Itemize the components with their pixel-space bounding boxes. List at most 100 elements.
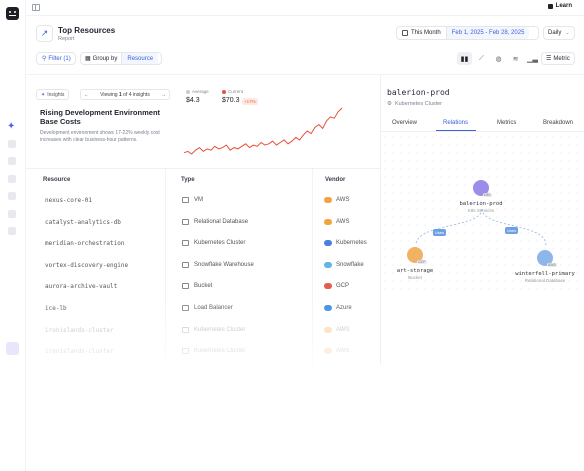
legend-dot: [222, 89, 226, 94]
metric-select[interactable]: ☰ Metric: [541, 52, 575, 65]
tab-relations[interactable]: Relations: [443, 120, 469, 126]
resource-name: meridian-orchestration: [45, 240, 125, 248]
insight-title: Rising Development Environment Base Cost…: [40, 108, 161, 126]
filter-button[interactable]: ⚲ Filter (1): [36, 52, 76, 65]
resource-type: Bucket: [194, 283, 213, 290]
granularity-select[interactable]: Daily ⌄: [543, 26, 575, 40]
vendor-icon: [324, 218, 332, 225]
nav-icon[interactable]: [8, 175, 16, 183]
table-row[interactable]: catalyst-analytics-db Relational Database…: [26, 212, 380, 233]
prev-arrow-icon[interactable]: ←: [84, 91, 89, 98]
next-arrow-icon[interactable]: →: [160, 91, 166, 98]
vendor-icon: [324, 197, 332, 203]
chevron-down-icon: ⌄: [565, 30, 570, 36]
type-icon: [182, 218, 189, 225]
vendor-name: Kubernetes: [336, 240, 367, 247]
insight-description: Development environment shows 17-22% wee…: [40, 130, 160, 143]
node-tag: K8S: [483, 193, 492, 197]
table-row[interactable]: nexus-core-01 VM AWS: [26, 190, 380, 211]
bar-chart-icon[interactable]: ▮▮: [457, 52, 472, 65]
sidebar-toggle-icon[interactable]: [32, 4, 40, 11]
type-icon: [182, 240, 189, 247]
insights-tag: ✦ Insights: [36, 89, 70, 100]
date-preset[interactable]: This Month: [397, 27, 447, 39]
spark-icon[interactable]: ✦: [7, 121, 16, 132]
calendar-icon: [402, 30, 408, 36]
group-by-select[interactable]: ▦ Group by Resource: [80, 52, 162, 65]
cost-sparkline: [183, 107, 343, 155]
resource-name: catalyst-analytics-db: [45, 218, 121, 226]
resource-type: VM: [194, 197, 203, 203]
average-label: Average: [186, 89, 209, 94]
left-rail: ✦: [0, 0, 26, 471]
divider: [26, 168, 380, 169]
resource-type: Snowflake Warehouse: [194, 261, 254, 268]
col-header-vendor[interactable]: Vendor: [325, 177, 346, 183]
resource-type: Relational Database: [194, 218, 249, 225]
nav-icon[interactable]: [8, 140, 16, 148]
change-badge: +17%: [242, 98, 258, 105]
table-row[interactable]: aurora-archive-vault Bucket GCP: [26, 276, 380, 297]
node-sublabel: Relational Database: [524, 278, 566, 283]
relations-graph: K8S balerion-prod K8s Services Uses Uses…: [381, 133, 584, 293]
trend-icon: ↗: [36, 25, 53, 42]
table-row[interactable]: vortex-discovery-engine Snowflake Warehou…: [26, 255, 380, 276]
col-header-type[interactable]: Type: [181, 177, 195, 183]
graph-edges: [415, 208, 547, 246]
filter-icon: ⚲: [42, 56, 47, 62]
vendor-icon: [324, 240, 332, 247]
table-row[interactable]: meridian-orchestration Kubernetes Cluster…: [26, 233, 380, 254]
vendor-name: Snowflake: [336, 261, 364, 268]
sliders-icon: ☰: [546, 56, 552, 62]
learn-label: Learn: [555, 3, 572, 9]
stacked-chart-icon[interactable]: ▁▃: [527, 55, 538, 63]
logo-icon[interactable]: [6, 7, 19, 20]
group-by-value[interactable]: Resource: [122, 53, 159, 64]
node-sublabel: Bucket: [408, 275, 422, 280]
edge-right: [481, 208, 547, 246]
grid-icon: ▦: [85, 56, 91, 62]
node-label: balerion-prod: [459, 201, 503, 207]
grid-chart-icon[interactable]: ◍: [495, 55, 502, 63]
vendor-name: AWS: [336, 218, 350, 225]
node-balerion-prod[interactable]: [473, 180, 489, 196]
edge-label-left: Uses: [433, 229, 447, 236]
resource-name: nexus-core-01: [45, 197, 92, 204]
tab-metrics[interactable]: Metrics: [497, 120, 517, 126]
vendor-name: AWS: [336, 197, 350, 203]
average-value: $4.3: [186, 97, 200, 104]
tab-breakdown[interactable]: Breakdown: [543, 120, 574, 126]
node-tag: GCP: [417, 260, 427, 264]
nav-icon[interactable]: [8, 192, 16, 200]
learn-button[interactable]: Learn: [547, 3, 572, 9]
type-icon: [182, 197, 189, 203]
edge-left: [415, 208, 483, 246]
resource-name: vortex-discovery-engine: [45, 261, 129, 269]
type-icon: [182, 283, 189, 290]
nav-icon[interactable]: [8, 227, 16, 235]
active-tab-indicator: [436, 130, 476, 131]
resource-type: Kubernetes Cluster: [194, 240, 246, 247]
avatar[interactable]: [6, 342, 19, 355]
sparkline-path: [183, 107, 343, 155]
date-range-picker[interactable]: This Month Feb 1, 2025 - Feb 28, 2025: [396, 26, 539, 40]
line-chart-icon[interactable]: ⟋: [479, 54, 484, 62]
tab-overview[interactable]: Overview: [392, 120, 418, 126]
nav-icon[interactable]: [8, 210, 16, 218]
node-label: art-storage: [396, 268, 434, 274]
area-chart-icon[interactable]: ≋: [512, 55, 519, 63]
legend-dot: [186, 89, 190, 94]
panel-subtitle: ⚙ Kubernetes Cluster: [387, 101, 443, 107]
date-range-value[interactable]: Feb 1, 2025 - Feb 28, 2025: [446, 27, 530, 39]
page-title: Top Resources: [58, 26, 116, 35]
chart-type-toggle: ▮▮ ⟋ ◍ ≋ ▁▃: [457, 52, 540, 65]
divider: [26, 74, 584, 75]
node-art-storage[interactable]: [407, 247, 423, 263]
nav-icon[interactable]: [8, 157, 16, 165]
insight-pager: ← Viewing 1 of 4 insights →: [80, 89, 170, 100]
page-subtitle: Report: [58, 36, 75, 42]
spark-icon: ✦: [41, 91, 46, 98]
node-winterfell-primary[interactable]: [537, 250, 553, 266]
col-header-resource[interactable]: Resource: [43, 177, 71, 183]
